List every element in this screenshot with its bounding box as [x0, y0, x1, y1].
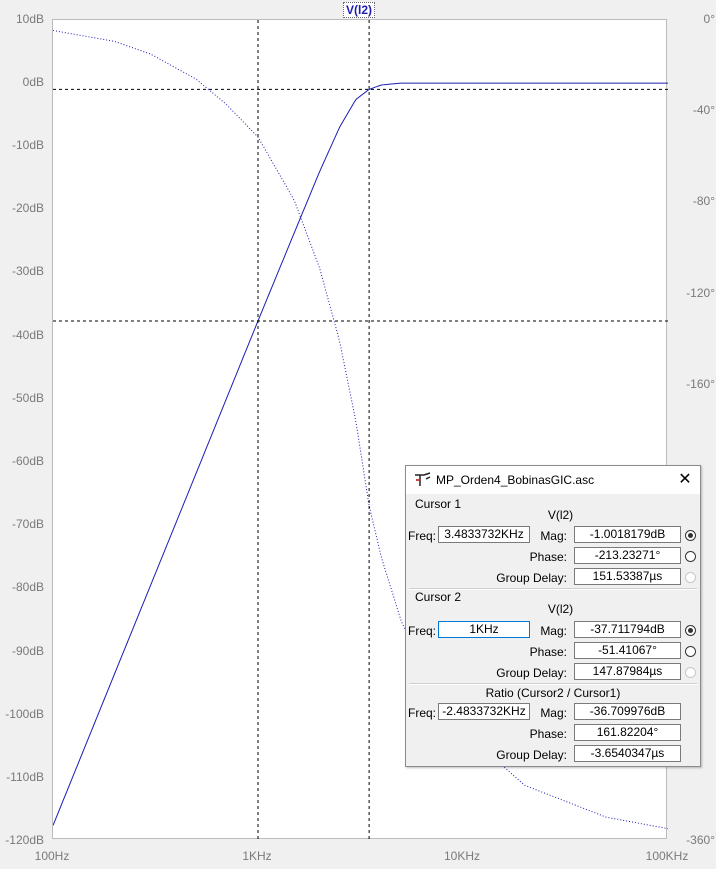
cursor2-phase-field: -51.41067° — [574, 642, 681, 659]
bottom-tick: 100Hz — [34, 849, 70, 863]
separator — [409, 683, 697, 685]
left-tick: -10dB — [11, 138, 44, 152]
cursor-window: MP_Orden4_BobinasGIC.asc ✕ Cursor 1 V(l2… — [405, 465, 701, 767]
cursor1-header: Cursor 1 — [415, 497, 462, 511]
cursor2-phase-label: Phase: — [529, 645, 567, 659]
right-tick: -120° — [686, 286, 715, 300]
left-tick: -20dB — [11, 201, 44, 215]
cursor2-gd-radio[interactable] — [685, 667, 696, 678]
cursor1-mag-label: Mag: — [540, 529, 567, 543]
ratio-mag-field: -36.709976dB — [574, 703, 681, 720]
ratio-phase-field: 161.82204° — [574, 724, 681, 741]
cursor1-trace: V(l2) — [547, 508, 574, 522]
bottom-tick: 10KHz — [443, 849, 481, 863]
cursor2-gd-label: Group Delay: — [496, 666, 567, 680]
cursor2-freq-field[interactable]: 1KHz — [438, 621, 530, 638]
trace-label[interactable]: V(l2) — [343, 2, 376, 18]
left-tick: -110dB — [6, 770, 44, 784]
cursor1-gd-label: Group Delay: — [496, 571, 567, 585]
left-tick: -30dB — [11, 264, 44, 278]
left-tick: -120dB — [5, 833, 44, 847]
cursor2-phase-radio[interactable] — [685, 646, 696, 657]
cursor2-mag-field: -37.711794dB — [574, 621, 681, 638]
close-button[interactable]: ✕ — [678, 471, 692, 488]
cursor1-gd-radio[interactable] — [685, 572, 696, 583]
cursor1-freq-field[interactable]: 3.4833732KHz — [438, 526, 530, 543]
plot-svg — [53, 20, 668, 840]
cursor1-phase-field: -213.23271° — [574, 547, 681, 564]
left-tick: -60dB — [11, 454, 44, 468]
left-tick: -70dB — [11, 517, 44, 531]
ratio-gd-label: Group Delay: — [496, 748, 567, 762]
left-tick: -100dB — [5, 707, 44, 721]
right-tick: -360° — [686, 833, 715, 847]
ratio-gd-field: -3.6540347µs — [574, 745, 681, 762]
cursor1-phase-radio[interactable] — [685, 551, 696, 562]
cursor2-mag-label: Mag: — [540, 624, 567, 638]
cursor2-mag-radio[interactable] — [685, 625, 696, 636]
left-tick: 0dB — [22, 75, 44, 89]
left-tick: 10dB — [15, 12, 44, 26]
ratio-mag-label: Mag: — [540, 706, 567, 720]
cursor2-trace: V(l2) — [547, 602, 574, 616]
cursor2-gd-field: 147.87984µs — [574, 663, 681, 680]
window-title: MP_Orden4_BobinasGIC.asc — [436, 473, 595, 487]
cursor1-mag-radio[interactable] — [685, 530, 696, 541]
cursor1-freq-label: Freq: — [408, 529, 437, 543]
right-tick: 0° — [703, 12, 715, 26]
ratio-freq-label: Freq: — [408, 706, 437, 720]
right-tick: -80° — [692, 194, 715, 208]
ratio-freq-field: -2.4833732KHz — [438, 703, 530, 720]
left-tick: -50dB — [11, 391, 44, 405]
right-tick: -40° — [692, 103, 715, 117]
left-tick: -90dB — [11, 644, 44, 658]
cursor2-freq-label: Freq: — [408, 624, 437, 638]
cursor1-phase-label: Phase: — [529, 550, 567, 564]
ratio-header: Ratio (Cursor2 / Cursor1) — [485, 686, 621, 700]
cursor1-gd-field: 151.53387µs — [574, 568, 681, 585]
left-tick: -80dB — [11, 580, 44, 594]
left-tick: -40dB — [11, 328, 44, 342]
cursor2-header: Cursor 2 — [415, 590, 462, 604]
bottom-tick: 1KHz — [242, 849, 272, 863]
ratio-phase-label: Phase: — [529, 727, 567, 741]
title-bar[interactable]: MP_Orden4_BobinasGIC.asc ✕ — [406, 466, 700, 494]
ltspice-icon — [415, 472, 431, 486]
separator — [409, 588, 697, 590]
right-tick: -160° — [686, 377, 715, 391]
bottom-tick: 100KHz — [645, 849, 689, 863]
phase-trace — [53, 29, 668, 830]
cursor1-mag-field: -1.0018179dB — [574, 526, 681, 543]
magnitude-trace — [53, 82, 668, 826]
